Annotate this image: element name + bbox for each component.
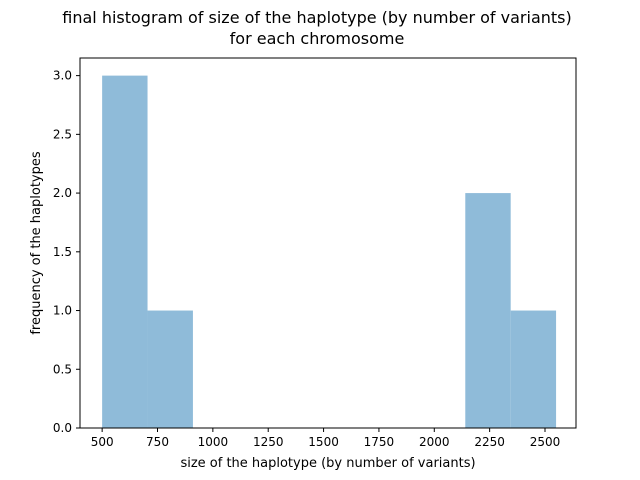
histogram-bar-9 <box>510 310 557 428</box>
x-tick-label-2: 1000 <box>198 435 229 449</box>
x-tick-label-0: 500 <box>91 435 114 449</box>
chart-title-line-1: final histogram of size of the haplotype… <box>62 8 571 27</box>
histogram-bar-0 <box>102 75 148 428</box>
x-tick-label-4: 1500 <box>308 435 339 449</box>
x-tick-label-1: 750 <box>146 435 169 449</box>
histogram-bars <box>102 75 557 428</box>
y-tick-label-2: 1.0 <box>53 304 72 318</box>
y-tick-label-6: 3.0 <box>53 69 72 83</box>
x-tick-label-5: 1750 <box>364 435 395 449</box>
y-axis-label: frequency of the haplotypes <box>29 151 44 335</box>
plot-frame <box>79 57 577 429</box>
y-tick-label-1: 0.5 <box>53 362 72 376</box>
y-tick-label-0: 0.0 <box>53 421 72 435</box>
x-tick-label-7: 2250 <box>474 435 505 449</box>
y-axis-ticks: 0.0 0.5 1.0 1.5 2.0 2.5 3.0 <box>53 69 80 435</box>
y-tick-label-4: 2.0 <box>53 186 72 200</box>
histogram-bar-1 <box>147 310 193 428</box>
x-tick-label-3: 1250 <box>253 435 284 449</box>
x-axis-label: size of the haplotype (by number of vari… <box>180 456 475 471</box>
x-tick-label-6: 2000 <box>419 435 450 449</box>
y-tick-label-5: 2.5 <box>53 127 72 141</box>
x-axis-ticks: 500 750 1000 1250 1500 1750 2000 2250 2500 <box>91 428 561 449</box>
x-tick-label-8: 2500 <box>530 435 561 449</box>
chart-title-line-2: for each chromosome <box>230 29 405 48</box>
y-tick-label-3: 1.5 <box>53 245 72 259</box>
histogram-bar-8 <box>465 193 511 428</box>
